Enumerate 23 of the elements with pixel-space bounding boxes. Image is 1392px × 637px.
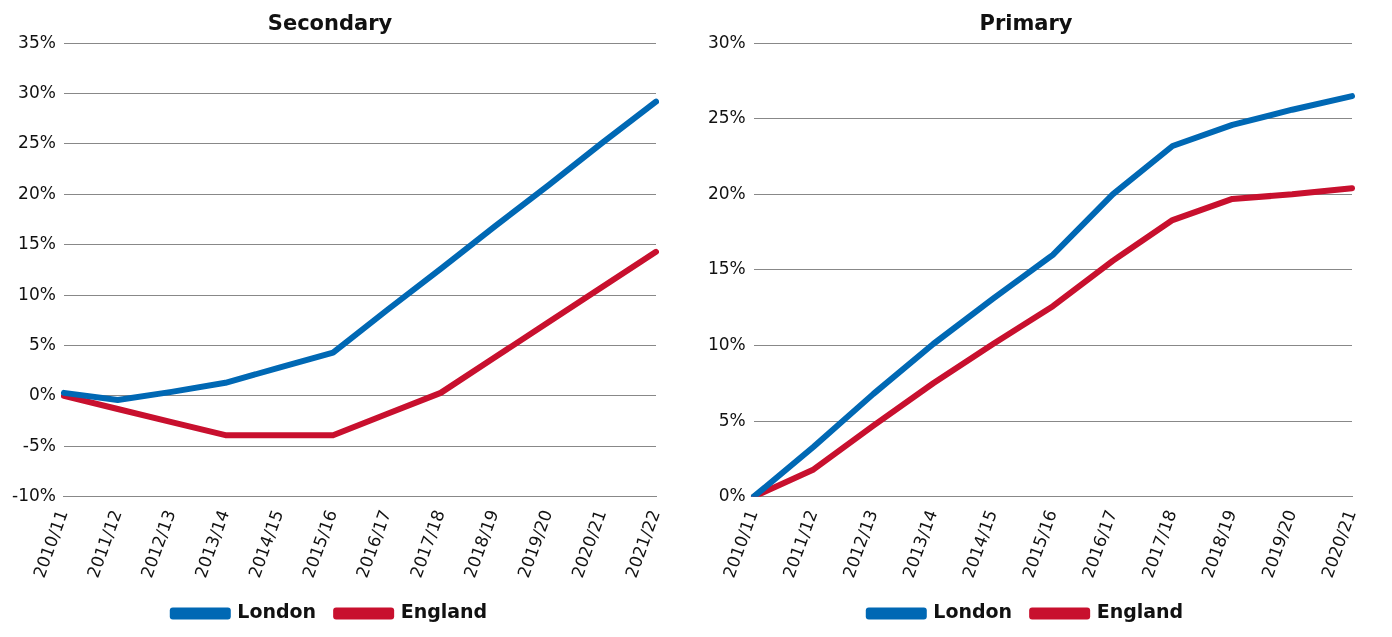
legend-label: England [1096,600,1184,623]
y-tick-label: 0% [718,485,746,506]
y-tick-label: -10% [12,485,56,506]
chart-title: Primary [979,11,1073,36]
legend-label: London [933,600,1013,623]
y-tick-label: 30% [707,31,746,52]
y-tick-label: 25% [18,132,56,153]
y-tick-label: 10% [18,283,56,304]
y-tick-label: -5% [22,434,56,455]
y-tick-label: 5% [718,409,746,430]
y-tick-label: 15% [707,258,746,279]
legend-label: England [400,600,488,623]
chart-title: Secondary [267,11,393,36]
y-tick-label: 10% [707,333,746,354]
y-tick-label: 20% [18,182,56,203]
y-tick-label: 30% [18,82,56,103]
legend-label: London [237,600,317,623]
y-tick-label: 20% [707,182,746,203]
y-tick-label: 35% [18,31,56,52]
y-tick-label: 15% [18,233,56,254]
y-tick-label: 25% [707,107,746,128]
y-tick-label: 0% [28,384,56,405]
y-tick-label: 5% [28,333,56,354]
